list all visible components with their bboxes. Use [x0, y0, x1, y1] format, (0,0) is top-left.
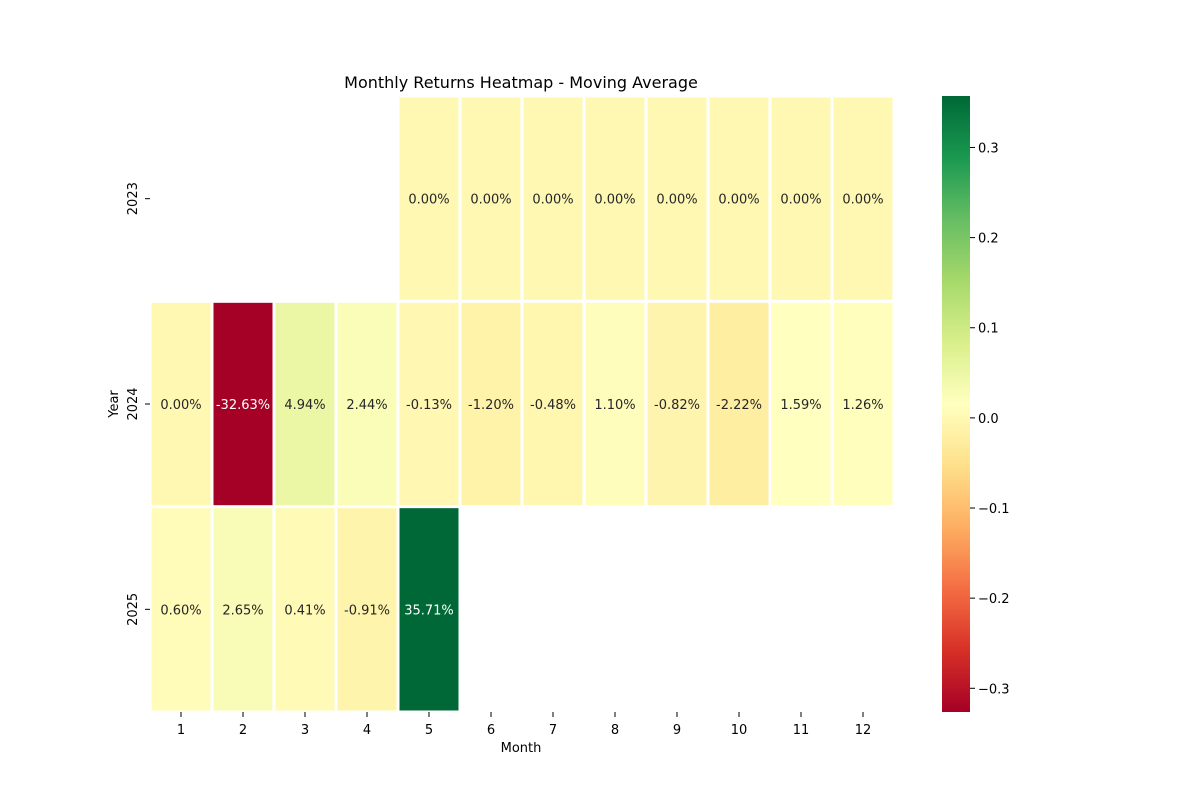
x-tick-label: 9 — [673, 723, 681, 738]
colorbar-tick-label: −0.1 — [978, 502, 1010, 517]
x-tick-label: 11 — [793, 723, 810, 738]
heatmap-cell — [461, 97, 521, 300]
chart-title: Monthly Returns Heatmap - Moving Average — [344, 73, 698, 92]
colorbar-tick-label: 0.0 — [978, 412, 999, 427]
cell-value-label: -2.22% — [716, 398, 762, 413]
heatmap-cell — [771, 302, 831, 506]
heatmap-cell — [709, 302, 769, 506]
x-tick-label: 12 — [855, 723, 872, 738]
colorbar — [942, 96, 970, 712]
cell-value-label: 4.94% — [284, 398, 325, 413]
heatmap-cell — [337, 302, 397, 506]
y-tick-label: 2023 — [126, 182, 141, 215]
x-tick-label: 6 — [487, 723, 495, 738]
cell-value-label: 0.41% — [284, 603, 325, 618]
x-tick-label: 8 — [611, 723, 619, 738]
y-tick-label: 2024 — [126, 387, 141, 420]
cell-value-label: 0.00% — [532, 193, 573, 208]
heatmap-cell — [647, 97, 707, 300]
x-tick-label: 3 — [301, 723, 309, 738]
x-axis-label: Month — [501, 741, 542, 756]
cell-value-label: 0.00% — [656, 193, 697, 208]
heatmap-cell — [399, 508, 459, 711]
x-tick-label: 4 — [363, 723, 371, 738]
cell-value-label: 0.00% — [594, 193, 635, 208]
colorbar-tick-label: 0.1 — [978, 322, 999, 337]
cell-value-label: 1.10% — [594, 398, 635, 413]
heatmap-cell — [833, 302, 893, 506]
cell-value-label: -0.91% — [344, 603, 390, 618]
y-axis-ticks: 2023 2024 2025 — [126, 182, 150, 626]
cell-value-label: 0.00% — [718, 193, 759, 208]
heatmap-cell — [213, 302, 273, 506]
cell-value-label: -1.20% — [468, 398, 514, 413]
heatmap-cell — [337, 508, 397, 711]
cell-value-label: -0.13% — [406, 398, 452, 413]
heatmap-cell — [275, 302, 335, 506]
cell-value-label: 1.26% — [842, 398, 883, 413]
heatmap-cell — [709, 97, 769, 300]
cell-value-label: 0.00% — [408, 193, 449, 208]
x-axis-ticks: 1 2 3 4 5 6 7 8 9 10 11 12 — [177, 712, 871, 738]
cell-value-label: 0.00% — [780, 193, 821, 208]
cell-value-label: 1.59% — [780, 398, 821, 413]
heatmap-cell — [833, 97, 893, 300]
cell-value-label: -0.48% — [530, 398, 576, 413]
heatmap-cell — [647, 302, 707, 506]
cell-value-label: -0.82% — [654, 398, 700, 413]
heatmap-cell — [585, 302, 645, 506]
colorbar-tick-label: −0.3 — [978, 682, 1010, 697]
cell-value-label: 2.65% — [222, 603, 263, 618]
cell-value-label: -32.63% — [216, 398, 270, 413]
heatmap-cells: 0.00% 0.00% 0.00% 0.00% 0.00% 0.00% 0.00% 0.00%… — [151, 97, 893, 711]
heatmap-cell — [275, 508, 335, 711]
y-tick-label: 2025 — [126, 593, 141, 626]
x-tick-label: 5 — [425, 723, 433, 738]
heatmap-cell — [399, 97, 459, 300]
heatmap-cell — [771, 97, 831, 300]
colorbar-tick-label: −0.2 — [978, 592, 1010, 607]
cell-value-label: 2.44% — [346, 398, 387, 413]
x-tick-label: 1 — [177, 723, 185, 738]
colorbar-ticks: 0.3 0.2 0.1 0.0 −0.1 −0.2 −0.3 — [970, 141, 1010, 697]
cell-value-label: 0.60% — [160, 603, 201, 618]
cell-value-label: 0.00% — [842, 193, 883, 208]
heatmap-cell — [399, 302, 459, 506]
colorbar-tick-label: 0.2 — [978, 232, 999, 247]
cell-value-label: 35.71% — [404, 603, 454, 618]
heatmap-cell — [523, 302, 583, 506]
heatmap-cell — [523, 97, 583, 300]
y-axis-label: Year — [107, 390, 122, 419]
heatmap-cell — [585, 97, 645, 300]
x-tick-label: 2 — [239, 723, 247, 738]
cell-value-label: 0.00% — [470, 193, 511, 208]
colorbar-tick-label: 0.3 — [978, 141, 999, 156]
x-tick-label: 10 — [731, 723, 748, 738]
heatmap-cell — [151, 302, 211, 506]
heatmap-cell — [461, 302, 521, 506]
heatmap-cell — [213, 508, 273, 711]
x-tick-label: 7 — [549, 723, 557, 738]
cell-value-label: 0.00% — [160, 398, 201, 413]
heatmap-cell — [151, 508, 211, 711]
